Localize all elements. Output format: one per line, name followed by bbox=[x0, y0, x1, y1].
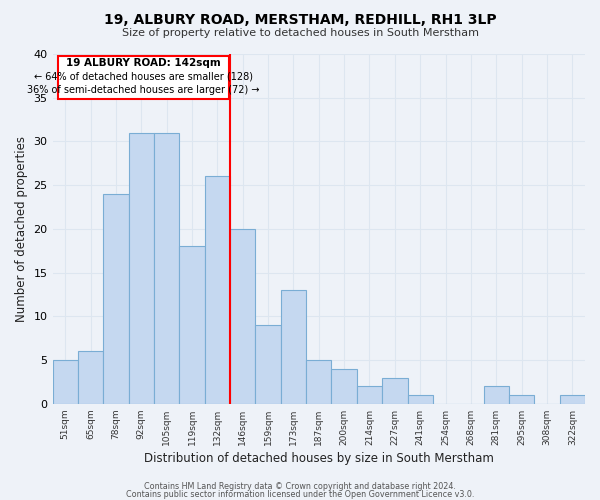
Text: Contains HM Land Registry data © Crown copyright and database right 2024.: Contains HM Land Registry data © Crown c… bbox=[144, 482, 456, 491]
Bar bbox=[331, 369, 357, 404]
Text: 36% of semi-detached houses are larger (72) →: 36% of semi-detached houses are larger (… bbox=[27, 84, 259, 94]
Bar bbox=[128, 132, 154, 404]
Bar bbox=[179, 246, 205, 404]
Bar bbox=[230, 229, 256, 404]
Bar bbox=[357, 386, 382, 404]
Bar bbox=[205, 176, 230, 404]
Bar bbox=[103, 194, 128, 404]
Bar bbox=[281, 290, 306, 404]
Bar bbox=[53, 360, 78, 404]
Bar bbox=[306, 360, 331, 404]
Text: ← 64% of detached houses are smaller (128): ← 64% of detached houses are smaller (12… bbox=[34, 72, 253, 82]
Bar bbox=[256, 325, 281, 404]
Bar bbox=[407, 395, 433, 404]
Bar bbox=[382, 378, 407, 404]
Text: Contains public sector information licensed under the Open Government Licence v3: Contains public sector information licen… bbox=[126, 490, 474, 499]
Bar bbox=[560, 395, 585, 404]
Text: 19 ALBURY ROAD: 142sqm: 19 ALBURY ROAD: 142sqm bbox=[66, 58, 221, 68]
Y-axis label: Number of detached properties: Number of detached properties bbox=[15, 136, 28, 322]
Bar bbox=[509, 395, 534, 404]
Bar bbox=[154, 132, 179, 404]
X-axis label: Distribution of detached houses by size in South Merstham: Distribution of detached houses by size … bbox=[144, 452, 494, 465]
Text: Size of property relative to detached houses in South Merstham: Size of property relative to detached ho… bbox=[121, 28, 479, 38]
FancyBboxPatch shape bbox=[58, 56, 229, 100]
Bar bbox=[484, 386, 509, 404]
Text: 19, ALBURY ROAD, MERSTHAM, REDHILL, RH1 3LP: 19, ALBURY ROAD, MERSTHAM, REDHILL, RH1 … bbox=[104, 12, 496, 26]
Bar bbox=[78, 352, 103, 404]
